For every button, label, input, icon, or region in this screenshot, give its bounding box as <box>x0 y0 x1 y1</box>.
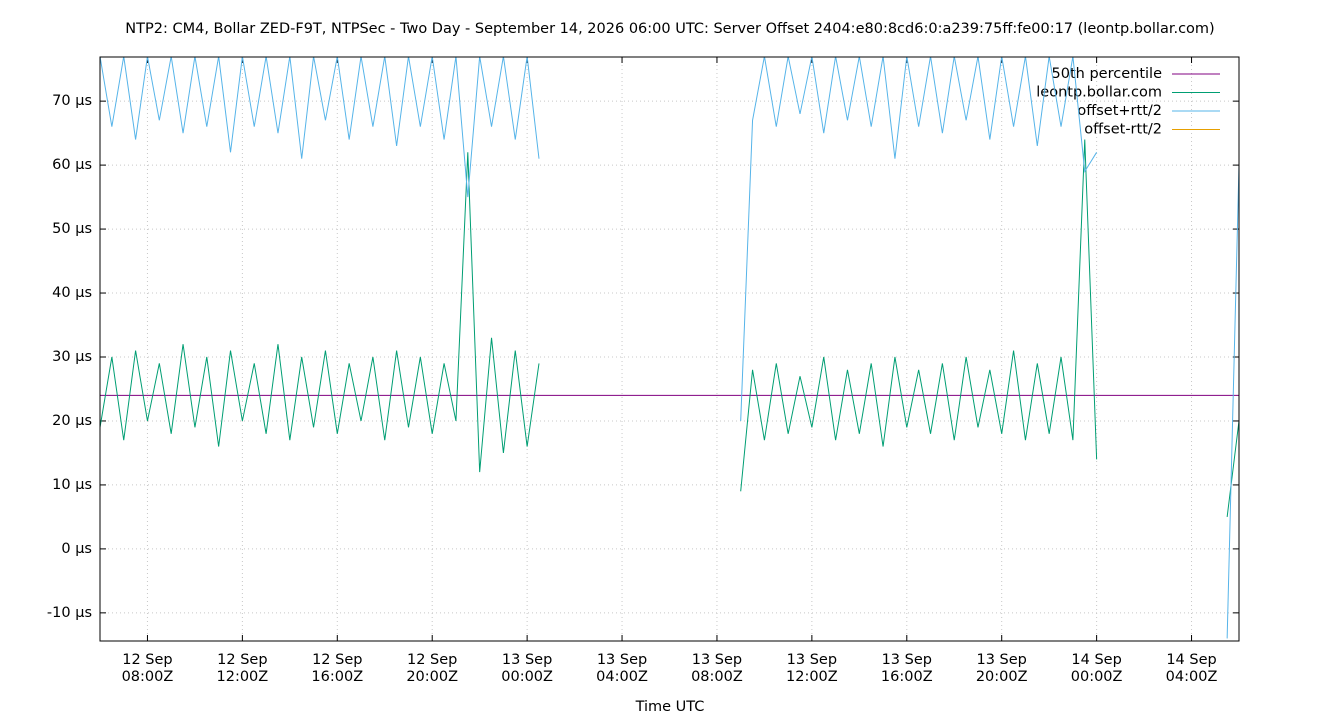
x-tick-label: 13 Sep 04:00Z <box>596 652 648 685</box>
y-tick-label: 40 µs <box>52 285 92 301</box>
x-axis-label: Time UTC <box>635 699 705 715</box>
x-tick-label: 13 Sep 00:00Z <box>501 652 553 685</box>
legend-label: offset+rtt/2 <box>1077 103 1162 119</box>
y-tick-label: 60 µs <box>52 157 92 173</box>
legend-label: offset-rtt/2 <box>1084 122 1162 138</box>
y-tick-label: 50 µs <box>52 221 92 237</box>
plot-area <box>100 57 1239 639</box>
x-tick-label: 13 Sep 20:00Z <box>975 652 1028 685</box>
x-tick-label: 14 Sep 04:00Z <box>1165 652 1218 685</box>
y-tick-label: 20 µs <box>52 413 92 429</box>
data-line <box>100 139 1239 517</box>
x-tick-label: 14 Sep 00:00Z <box>1070 652 1123 685</box>
legend-label: 50th percentile <box>1052 66 1163 82</box>
y-tick-label: 70 µs <box>52 93 92 109</box>
x-tick-label: 12 Sep 08:00Z <box>121 652 174 685</box>
y-tick-label: 0 µs <box>61 541 92 557</box>
y-tick-label: 10 µs <box>52 477 92 493</box>
x-tick-label: 13 Sep 08:00Z <box>691 652 743 685</box>
x-tick-label: 12 Sep 20:00Z <box>406 652 459 685</box>
y-tick-label: 30 µs <box>52 349 92 365</box>
chart-title: NTP2: CM4, Bollar ZED-F9T, NTPSec - Two … <box>125 21 1214 37</box>
y-tick-label: -10 µs <box>47 605 92 621</box>
plot-border <box>99 56 1240 642</box>
x-tick-label: 13 Sep 16:00Z <box>880 652 933 685</box>
data-line <box>100 57 1239 639</box>
x-tick-label: 13 Sep 12:00Z <box>786 652 838 685</box>
x-tick-label: 12 Sep 12:00Z <box>216 652 269 685</box>
x-tick-label: 12 Sep 16:00Z <box>311 652 364 685</box>
